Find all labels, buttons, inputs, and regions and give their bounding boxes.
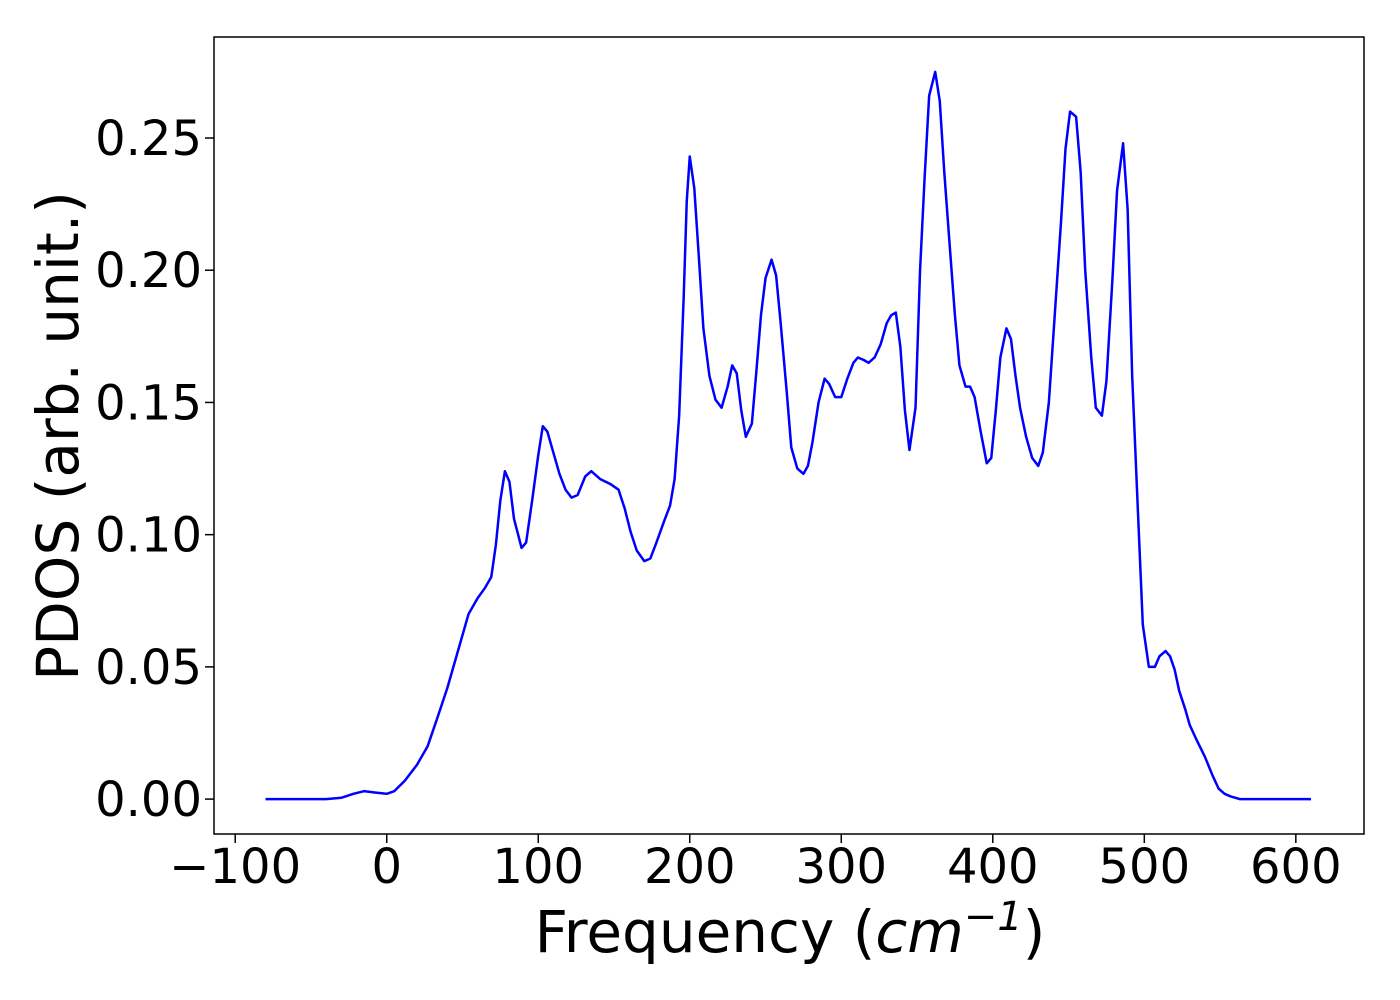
x-tick-label: 0 bbox=[371, 839, 402, 895]
y-tick-label: 0.00 bbox=[95, 772, 202, 828]
x-label-close: ) bbox=[1023, 898, 1046, 966]
x-tick-label: 200 bbox=[644, 839, 736, 895]
y-axis-label: PDOS (arb. unit.) bbox=[24, 191, 92, 681]
x-axis-label: Frequency (cm−1) bbox=[535, 894, 1046, 966]
x-label-exponent: −1 bbox=[964, 894, 1023, 940]
pdos-line bbox=[265, 70, 1311, 801]
x-tick-label: 600 bbox=[1250, 839, 1342, 895]
y-tick-label: 0.10 bbox=[95, 508, 202, 564]
y-tick-label: 0.15 bbox=[95, 375, 202, 431]
y-tick-label: 0.25 bbox=[95, 111, 202, 167]
x-label-text: Frequency ( bbox=[535, 898, 876, 966]
x-tick-label: 400 bbox=[947, 839, 1039, 895]
x-tick-label: 300 bbox=[795, 839, 887, 895]
x-tick-label: 500 bbox=[1098, 839, 1190, 895]
y-tick-label: 0.20 bbox=[95, 243, 202, 299]
x-tick-label: 100 bbox=[492, 839, 584, 895]
y-tick-label: 0.05 bbox=[95, 640, 202, 696]
plot-frame bbox=[213, 36, 1365, 835]
x-tick-label: −100 bbox=[169, 839, 301, 895]
x-label-unit: cm bbox=[875, 898, 963, 966]
